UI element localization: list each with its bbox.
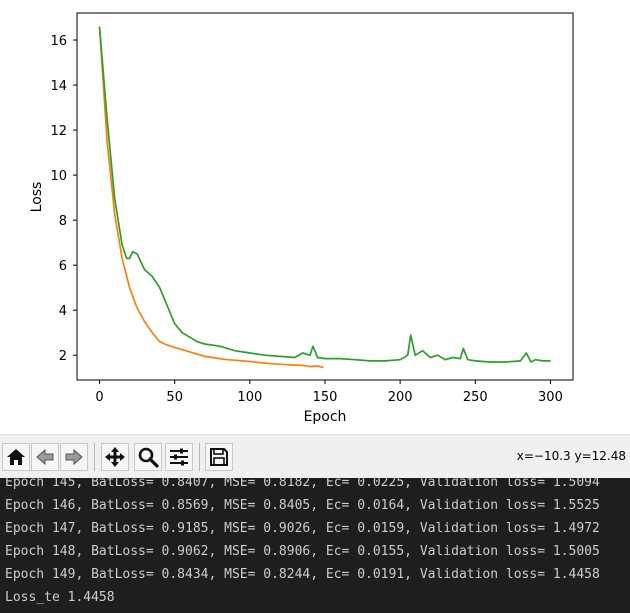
x-tick-label: 50 bbox=[166, 390, 183, 405]
x-tick-label: 250 bbox=[463, 390, 488, 405]
y-tick-label: 2 bbox=[59, 349, 67, 364]
y-tick-label: 12 bbox=[50, 124, 67, 139]
save-floppy-icon bbox=[210, 448, 228, 466]
x-tick-label: 100 bbox=[237, 390, 262, 405]
forward-arrow-icon bbox=[65, 448, 83, 466]
console-line: Loss_te 1.4458 bbox=[5, 590, 115, 605]
x-tick-label: 300 bbox=[538, 390, 563, 405]
toolbar-separator bbox=[199, 443, 200, 471]
pan-move-icon bbox=[105, 447, 125, 467]
loss-chart: 0 50 100 150 200 250 300 2 4 6 8 10 12 14 16 Epoch Lo… bbox=[29, 12, 574, 425]
x-tick-label: 200 bbox=[388, 390, 413, 405]
back-arrow-icon bbox=[36, 448, 54, 466]
y-tick-label: 10 bbox=[50, 169, 67, 184]
navigation-toolbar: x=−10.3 y=12.48 bbox=[0, 434, 630, 479]
plot-frame bbox=[76, 12, 574, 381]
configure-subplots-icon bbox=[170, 448, 188, 466]
y-tick-label: 16 bbox=[50, 34, 67, 49]
console-line: Epoch 146, BatLoss= 0.8569, MSE= 0.8405,… bbox=[5, 498, 600, 513]
zoom-button[interactable] bbox=[134, 443, 162, 471]
pan-button[interactable] bbox=[101, 443, 129, 471]
toolbar-separator bbox=[94, 443, 95, 471]
y-tick-label: 6 bbox=[59, 259, 67, 274]
terminal-output: Epoch 145, BatLoss= 0.8407, MSE= 0.8182,… bbox=[0, 478, 630, 613]
zoom-magnifier-icon bbox=[138, 447, 159, 468]
figure-canvas[interactable]: 0 50 100 150 200 250 300 2 4 6 8 10 12 14 16 Epoch Lo… bbox=[0, 0, 630, 434]
home-icon bbox=[7, 449, 25, 465]
back-button[interactable] bbox=[31, 443, 59, 471]
home-button[interactable] bbox=[2, 443, 30, 471]
x-tick-label: 150 bbox=[313, 390, 338, 405]
series-layer bbox=[98, 26, 551, 369]
configure-subplots-button[interactable] bbox=[165, 443, 193, 471]
x-axis-ticks: 0 50 100 150 200 250 300 bbox=[95, 380, 563, 405]
console-line: Epoch 147, BatLoss= 0.9185, MSE= 0.9026,… bbox=[5, 521, 600, 536]
console-line: Epoch 145, BatLoss= 0.8407, MSE= 0.8182,… bbox=[5, 478, 600, 490]
cursor-coordinates: x=−10.3 y=12.48 bbox=[516, 449, 626, 463]
x-tick-label: 0 bbox=[95, 390, 103, 405]
y-tick-label: 14 bbox=[50, 79, 67, 94]
y-tick-label: 4 bbox=[59, 304, 67, 319]
save-button[interactable] bbox=[205, 443, 233, 471]
console-line: Epoch 148, BatLoss= 0.9062, MSE= 0.8906,… bbox=[5, 544, 600, 559]
y-axis-ticks: 2 4 6 8 10 12 14 16 bbox=[50, 34, 77, 364]
y-tick-label: 8 bbox=[59, 214, 67, 229]
x-axis-label: Epoch bbox=[304, 409, 347, 425]
series-line-2 bbox=[98, 26, 551, 363]
series-line-1 bbox=[98, 26, 324, 369]
forward-button[interactable] bbox=[60, 443, 88, 471]
console-line: Epoch 149, BatLoss= 0.8434, MSE= 0.8244,… bbox=[5, 567, 600, 582]
y-axis-label: Loss bbox=[29, 182, 45, 213]
